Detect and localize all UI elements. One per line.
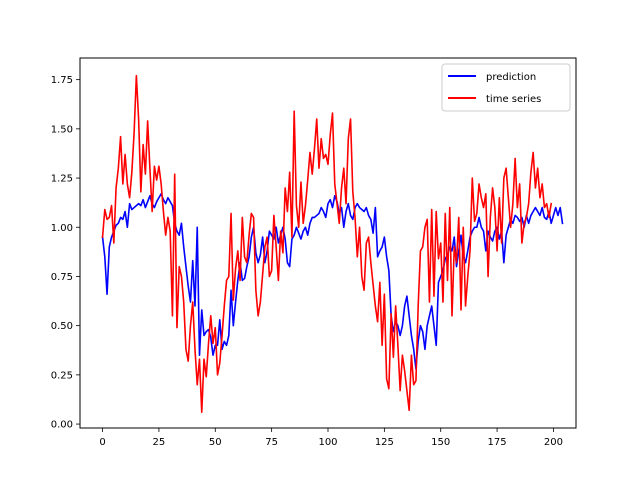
y-tick-label: 0.25 xyxy=(51,370,73,381)
x-tick-label: 75 xyxy=(265,437,278,448)
x-tick-label: 125 xyxy=(375,437,394,448)
x-axis: 0 25 50 75 100 125 150 175 200 xyxy=(99,428,563,448)
y-tick-label: 1.25 xyxy=(51,174,73,185)
x-tick-label: 0 xyxy=(99,437,105,448)
legend-label-time-series: time series xyxy=(486,94,541,105)
series-line-prediction xyxy=(101,193,564,370)
legend-label-prediction: prediction xyxy=(486,72,536,83)
y-tick-label: 1.00 xyxy=(51,223,73,234)
series-line-time-series xyxy=(101,74,553,414)
y-tick-label: 1.50 xyxy=(51,124,73,135)
x-tick-label: 50 xyxy=(209,437,222,448)
y-tick-label: 0.75 xyxy=(51,272,73,283)
y-tick-label: 0.00 xyxy=(51,420,73,431)
y-axis: 0.00 0.25 0.50 0.75 1.00 1.25 1.50 1.75 xyxy=(51,75,80,431)
series-layer xyxy=(101,74,564,414)
y-tick-label: 0.50 xyxy=(51,321,73,332)
x-tick-label: 100 xyxy=(318,437,337,448)
y-tick-label: 1.75 xyxy=(51,75,73,86)
x-tick-label: 25 xyxy=(153,437,166,448)
x-tick-label: 150 xyxy=(431,437,450,448)
legend: prediction time series xyxy=(441,63,571,112)
x-tick-label: 200 xyxy=(544,437,563,448)
x-tick-label: 175 xyxy=(488,437,507,448)
